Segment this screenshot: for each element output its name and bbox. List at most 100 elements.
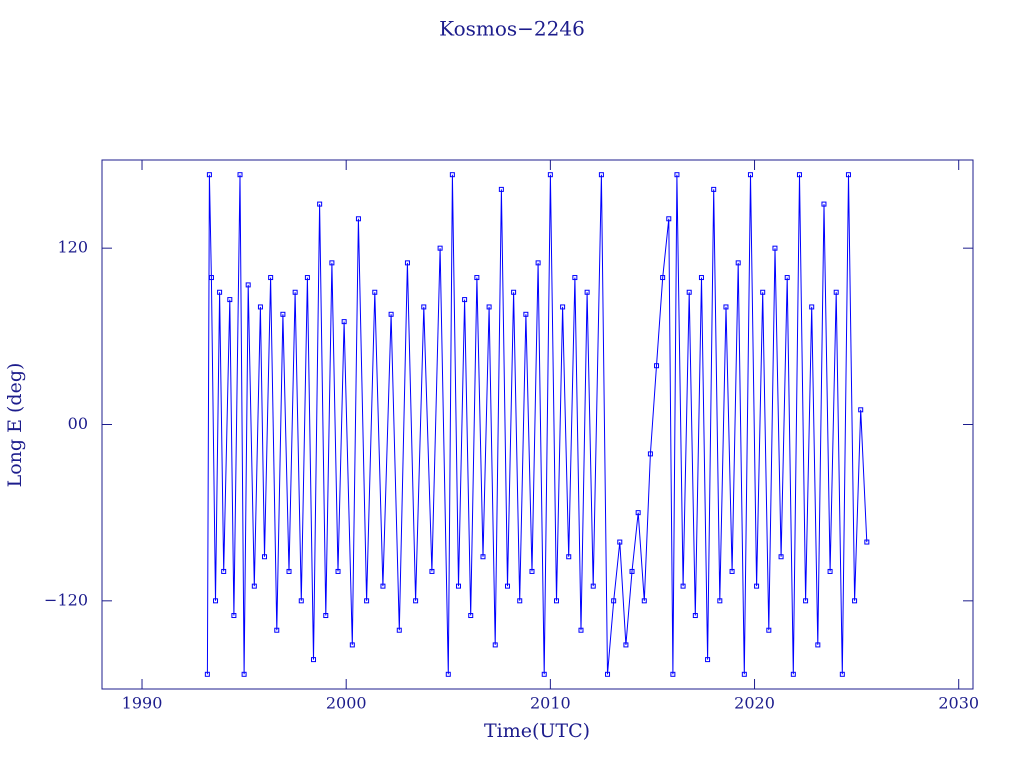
data-point [566, 554, 572, 560]
data-point [372, 289, 378, 295]
data-point [349, 642, 355, 648]
data-point [864, 539, 870, 545]
data-point [298, 598, 304, 604]
data-point [388, 311, 394, 317]
data-point [504, 583, 510, 589]
data-point [660, 275, 666, 281]
data-point [304, 275, 310, 281]
data-point [641, 598, 647, 604]
data-point [292, 289, 298, 295]
data-point [858, 407, 864, 413]
data-point [852, 598, 858, 604]
data-point [729, 568, 735, 574]
data-point [735, 260, 741, 266]
data-point [449, 172, 455, 178]
data-point [578, 627, 584, 633]
y-tick-label: 00 [68, 414, 88, 433]
data-point [329, 260, 335, 266]
data-point [803, 598, 809, 604]
data-point [553, 598, 559, 604]
data-point [754, 583, 760, 589]
data-point [845, 172, 851, 178]
data-point [790, 671, 796, 677]
data-point [611, 598, 617, 604]
data-point [492, 642, 498, 648]
y-tick-label: −120 [44, 590, 88, 609]
data-point [705, 657, 711, 663]
data-point [784, 275, 790, 281]
data-point [635, 510, 641, 516]
data-point [723, 304, 729, 310]
data-point [833, 289, 839, 295]
data-point [317, 201, 323, 207]
data-point [429, 568, 435, 574]
data-point [629, 568, 635, 574]
x-tick-label: 2010 [530, 694, 571, 713]
data-point [517, 598, 523, 604]
data-point [747, 172, 753, 178]
data-point [698, 275, 704, 281]
y-axis-label: Long E (deg) [4, 363, 26, 488]
y-tick-label: 120 [57, 238, 88, 257]
data-point [560, 304, 566, 310]
data-point [268, 275, 274, 281]
chart-title: Kosmos−2246 [439, 17, 585, 41]
data-point [680, 583, 686, 589]
data-point [809, 304, 815, 310]
data-point [413, 598, 419, 604]
data-point [445, 671, 451, 677]
data-point [262, 554, 268, 560]
data-point [221, 568, 227, 574]
data-point [617, 539, 623, 545]
data-point [241, 671, 247, 677]
data-point [404, 260, 410, 266]
data-point [396, 627, 402, 633]
data-point [364, 598, 370, 604]
data-point [647, 451, 653, 457]
data-point [286, 568, 292, 574]
data-point [839, 671, 845, 677]
data-point [355, 216, 361, 222]
data-line [206, 174, 868, 675]
data-point [572, 275, 578, 281]
data-point [468, 613, 474, 619]
data-point [206, 172, 212, 178]
data-point [717, 598, 723, 604]
data-point [598, 172, 604, 178]
data-point [217, 289, 223, 295]
data-point [208, 275, 214, 281]
data-point [666, 216, 672, 222]
data-point [323, 613, 329, 619]
data-point [511, 289, 517, 295]
data-point [237, 172, 243, 178]
data-point [251, 583, 257, 589]
data-point [474, 275, 480, 281]
data-point [227, 297, 233, 303]
x-tick-label: 2020 [734, 694, 775, 713]
data-point [623, 642, 629, 648]
data-point [654, 363, 660, 369]
data-point [711, 186, 717, 192]
data-point [692, 613, 698, 619]
data-point [529, 568, 535, 574]
data-point [455, 583, 461, 589]
data-point [686, 289, 692, 295]
data-point [523, 311, 529, 317]
data-point [231, 613, 237, 619]
data-point [815, 642, 821, 648]
data-point [821, 201, 827, 207]
data-point [311, 657, 317, 663]
x-tick-label: 2030 [938, 694, 979, 713]
data-point [421, 304, 427, 310]
data-point [274, 627, 280, 633]
data-point [590, 583, 596, 589]
data-point [584, 289, 590, 295]
plot-frame [101, 159, 974, 690]
data-point [766, 627, 772, 633]
data-point [741, 671, 747, 677]
data-point [778, 554, 784, 560]
data-point [341, 319, 347, 325]
x-tick-label: 2000 [326, 694, 367, 713]
x-tick-label: 1990 [122, 694, 163, 713]
